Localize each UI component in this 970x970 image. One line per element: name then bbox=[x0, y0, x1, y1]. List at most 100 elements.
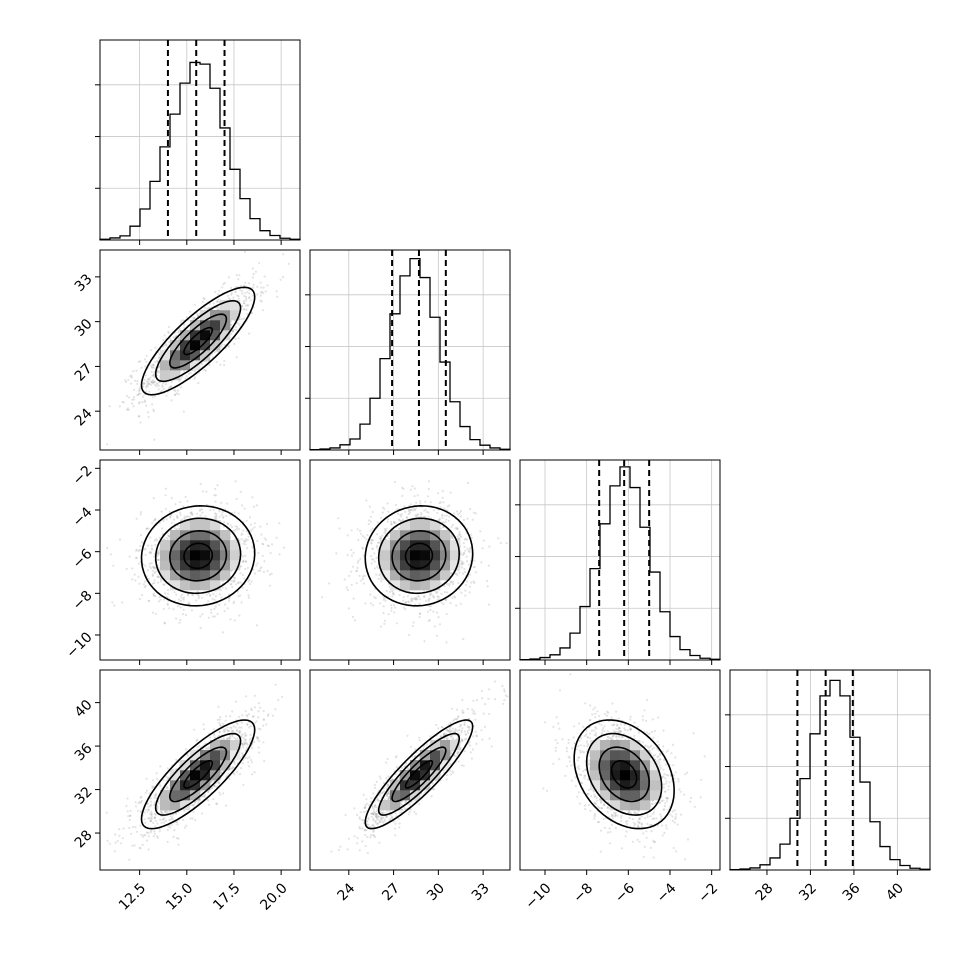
scatter-point bbox=[160, 389, 163, 392]
scatter-point bbox=[193, 316, 196, 319]
scatter-point bbox=[386, 502, 389, 505]
scatter-point bbox=[416, 494, 419, 497]
scatter-point bbox=[246, 566, 250, 570]
scatter-point bbox=[258, 261, 261, 265]
scatter-point bbox=[151, 574, 154, 578]
scatter-point bbox=[146, 569, 149, 572]
scatter-point bbox=[225, 587, 228, 590]
scatter-point bbox=[255, 624, 258, 627]
scatter-point bbox=[152, 497, 155, 500]
scatter-point bbox=[169, 385, 173, 388]
scatter-point bbox=[371, 510, 374, 514]
scatter-point bbox=[218, 515, 221, 519]
scatter-point bbox=[443, 514, 446, 517]
scatter-point bbox=[232, 296, 235, 299]
scatter-point bbox=[237, 581, 240, 584]
scatter-point bbox=[442, 501, 445, 504]
scatter-point bbox=[436, 634, 439, 637]
scatter-point bbox=[242, 317, 246, 320]
scatter-point bbox=[137, 562, 141, 565]
scatter-point bbox=[505, 541, 508, 545]
scatter-point bbox=[214, 487, 217, 491]
scatter-point bbox=[182, 505, 185, 508]
scatter-point bbox=[205, 593, 208, 596]
scatter-point bbox=[455, 604, 458, 607]
scatter-point bbox=[377, 577, 380, 581]
scatter-point bbox=[178, 380, 181, 383]
scatter-point bbox=[221, 722, 224, 725]
scatter-point bbox=[458, 530, 461, 534]
scatter-point bbox=[451, 536, 454, 539]
scatter-point bbox=[124, 379, 127, 382]
scatter-point bbox=[234, 290, 237, 293]
scatter-point bbox=[162, 381, 165, 384]
scatter-point bbox=[380, 580, 383, 583]
scatter-point bbox=[210, 608, 213, 611]
scatter-point bbox=[203, 368, 206, 372]
scatter-point bbox=[245, 560, 248, 563]
scatter-point bbox=[164, 592, 167, 595]
scatter-point bbox=[235, 356, 238, 359]
scatter-point bbox=[261, 554, 264, 557]
scatter-point bbox=[249, 299, 252, 302]
scatter-point bbox=[179, 513, 182, 516]
scatter-point bbox=[350, 548, 353, 552]
y-tick-label: 33 bbox=[72, 271, 96, 295]
scatter-point bbox=[151, 379, 155, 382]
scatter-point bbox=[385, 527, 388, 530]
scatter-point bbox=[246, 547, 249, 550]
scatter-point bbox=[174, 393, 177, 396]
scatter-point bbox=[214, 500, 217, 503]
scatter-point bbox=[442, 521, 445, 524]
scatter-point bbox=[464, 589, 467, 592]
scatter-point bbox=[408, 511, 411, 514]
density-cell bbox=[200, 550, 211, 561]
scatter-point bbox=[252, 273, 255, 276]
scatter-point bbox=[328, 582, 331, 585]
scatter-point bbox=[141, 395, 145, 398]
scatter-point bbox=[236, 728, 239, 731]
scatter-point bbox=[431, 594, 434, 597]
scatter-point bbox=[241, 586, 244, 589]
scatter-point bbox=[250, 761, 254, 764]
scatter-point bbox=[139, 360, 142, 363]
scatter-point bbox=[162, 583, 165, 586]
scatter-point bbox=[121, 837, 124, 840]
scatter-point bbox=[418, 616, 421, 619]
scatter-point bbox=[126, 407, 129, 410]
scatter-point bbox=[253, 505, 256, 508]
scatter-point bbox=[159, 598, 162, 601]
scatter-point bbox=[432, 610, 435, 613]
scatter-point bbox=[201, 363, 204, 366]
scatter-point bbox=[444, 521, 447, 524]
scatter-point bbox=[217, 293, 220, 296]
density-cell bbox=[390, 530, 401, 541]
scatter-point bbox=[429, 594, 432, 597]
scatter-point bbox=[406, 595, 409, 598]
scatter-point bbox=[213, 607, 216, 611]
scatter-point bbox=[162, 607, 165, 611]
scatter-point bbox=[426, 510, 429, 514]
scatter-point bbox=[194, 376, 197, 379]
scatter-point bbox=[127, 408, 130, 412]
scatter-point bbox=[164, 494, 167, 497]
scatter-point bbox=[229, 298, 232, 301]
scatter-point bbox=[171, 521, 174, 524]
scatter-point bbox=[152, 408, 155, 411]
density-cell bbox=[420, 520, 431, 531]
scatter-point bbox=[429, 605, 432, 608]
scatter-point bbox=[165, 344, 168, 347]
scatter-point bbox=[245, 299, 248, 302]
scatter-point bbox=[253, 572, 256, 575]
scatter-point bbox=[363, 536, 366, 539]
scatter-point bbox=[446, 514, 449, 517]
scatter-point bbox=[176, 389, 179, 392]
scatter-point bbox=[246, 291, 249, 294]
scatter-point bbox=[256, 562, 259, 565]
scatter-point bbox=[481, 547, 484, 550]
scatter-point bbox=[150, 370, 153, 373]
scatter-point bbox=[223, 603, 227, 606]
scatter-point bbox=[146, 544, 150, 547]
scatter-point bbox=[140, 541, 143, 544]
scatter-point bbox=[180, 319, 183, 322]
